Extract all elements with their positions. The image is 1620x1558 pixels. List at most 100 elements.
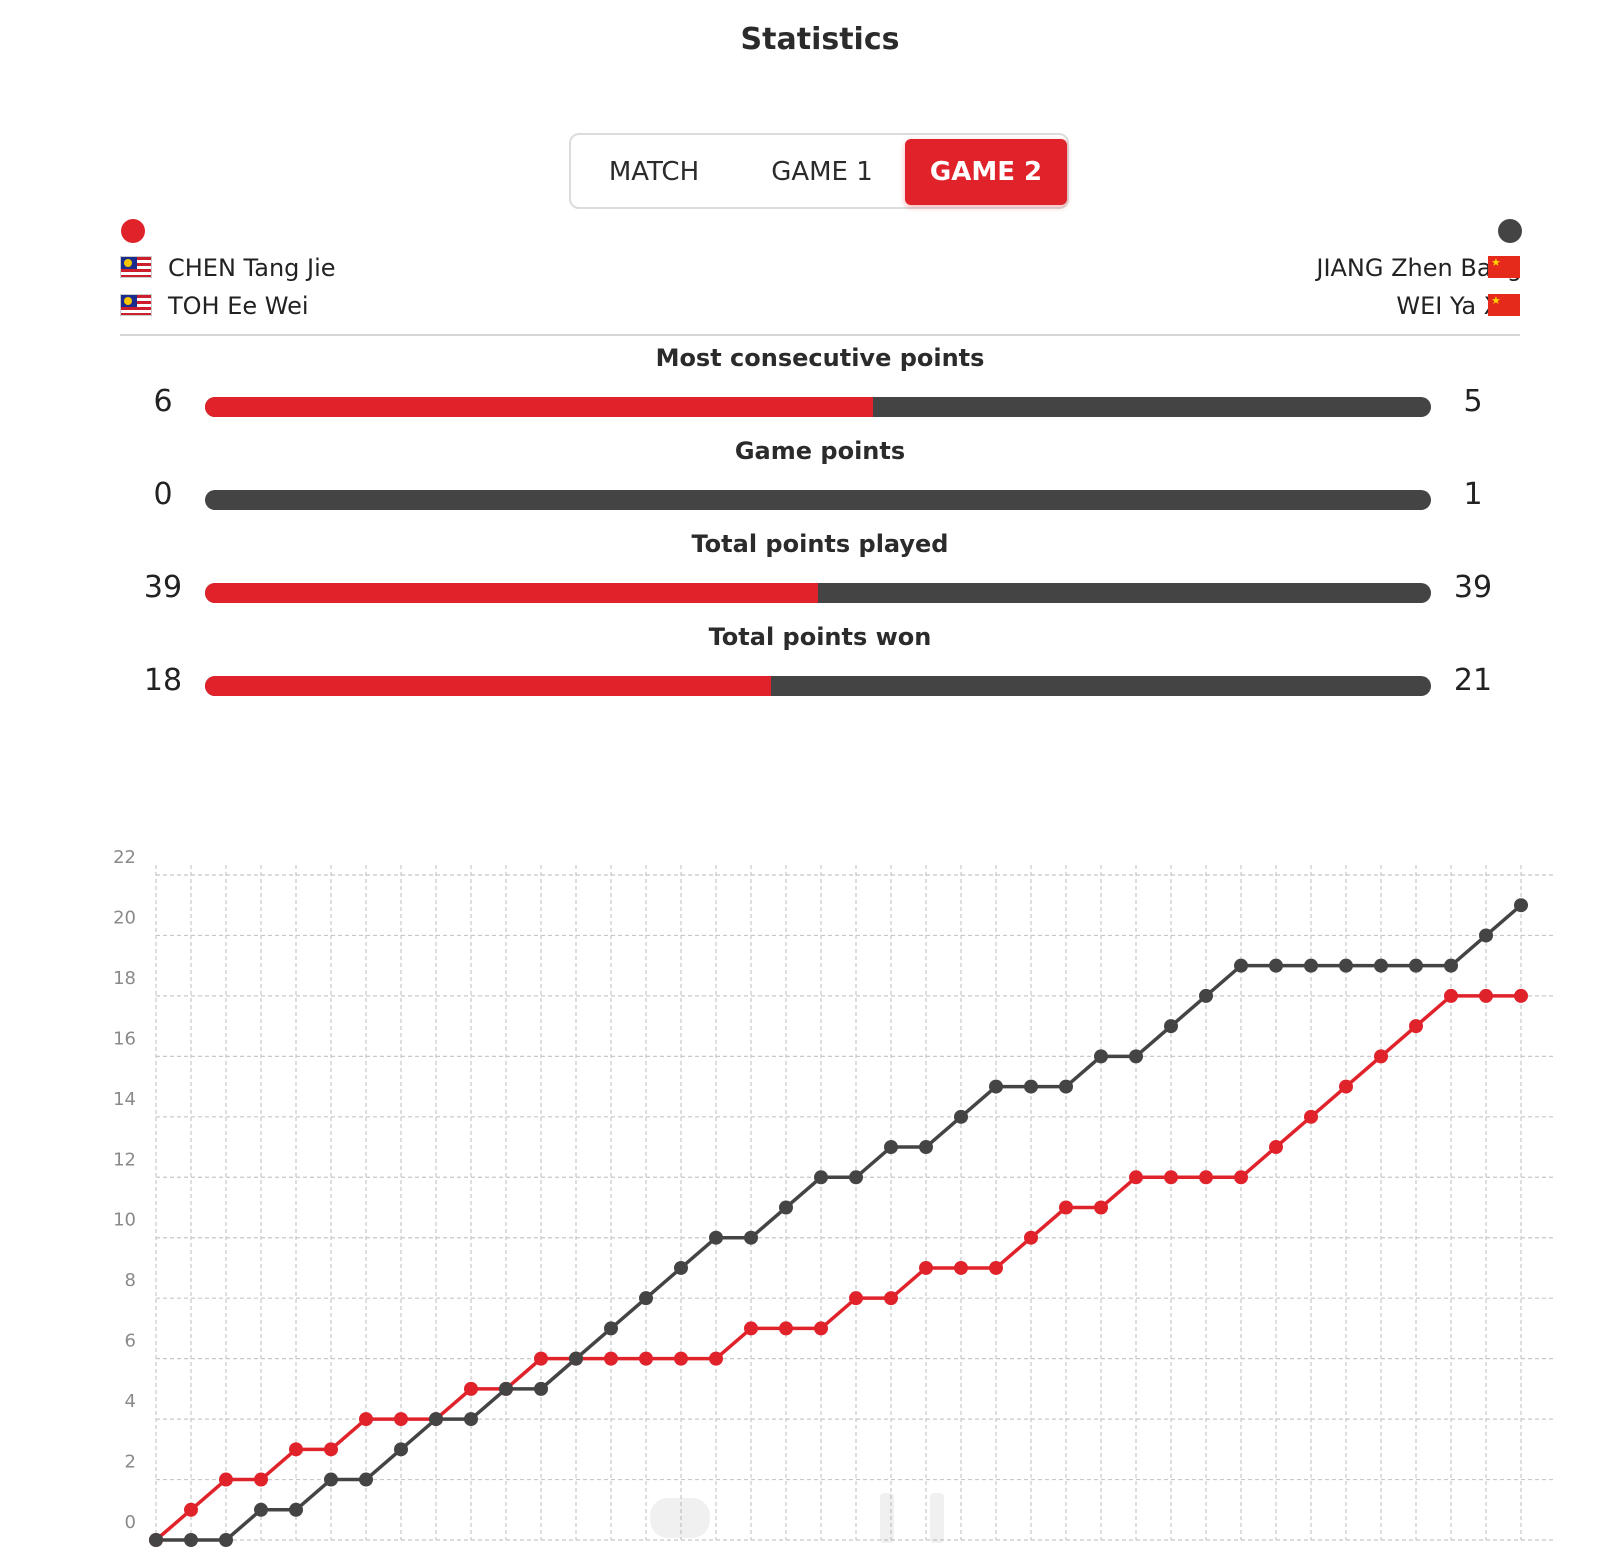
data-point-right <box>499 1381 513 1396</box>
y-tick-label: 4 <box>125 1391 136 1412</box>
data-point-right <box>149 1533 163 1547</box>
data-point-right <box>709 1230 723 1245</box>
stat-right-value: 5 <box>1463 384 1483 419</box>
data-point-left <box>1164 1170 1178 1185</box>
stat-left-value: 0 <box>153 477 173 512</box>
y-tick-label: 18 <box>113 968 136 989</box>
tab-match[interactable]: MATCH <box>608 157 700 187</box>
data-point-right <box>1094 1049 1108 1064</box>
page-title: Statistics <box>740 22 900 57</box>
data-point-left <box>1094 1200 1108 1215</box>
china-flag-icon: ★ <box>1488 294 1520 316</box>
data-point-right <box>604 1321 618 1336</box>
data-point-right <box>849 1170 863 1185</box>
data-point-right <box>1129 1049 1143 1064</box>
data-point-left <box>1374 1049 1388 1064</box>
china-flag-icon: ★ <box>1488 256 1520 278</box>
data-point-left <box>954 1260 968 1275</box>
data-point-right <box>254 1502 268 1517</box>
data-point-left <box>324 1442 338 1457</box>
data-point-left <box>184 1502 198 1517</box>
stat-bar <box>205 397 1431 417</box>
team-right-color-dot <box>1498 219 1522 243</box>
stat-bar <box>205 676 1431 696</box>
data-point-right <box>1269 958 1283 973</box>
data-point-right <box>359 1472 373 1487</box>
y-tick-label: 22 <box>113 847 136 868</box>
data-point-right <box>1164 1019 1178 1034</box>
player-left-2: TOH Ee Wei <box>168 292 309 320</box>
data-point-left <box>674 1351 688 1366</box>
stat-label: Game points <box>734 437 906 465</box>
y-tick-label: 0 <box>125 1512 136 1533</box>
y-tick-label: 14 <box>113 1089 136 1110</box>
player-left-1: CHEN Tang Jie <box>168 254 336 282</box>
data-point-left <box>1444 988 1458 1003</box>
y-tick-label: 6 <box>125 1331 136 1352</box>
data-point-right <box>219 1533 233 1547</box>
data-point-left <box>1514 988 1528 1003</box>
malaysia-flag-icon <box>120 294 152 316</box>
data-point-right <box>989 1079 1003 1094</box>
data-point-left <box>394 1412 408 1427</box>
data-point-right <box>324 1472 338 1487</box>
data-point-right <box>1479 928 1493 943</box>
data-point-left <box>709 1351 723 1366</box>
series-line-right <box>156 903 1523 1542</box>
team-left-color-dot <box>121 219 145 243</box>
stat-left-value: 18 <box>143 663 183 698</box>
data-point-left <box>1409 1019 1423 1034</box>
y-tick-label: 12 <box>113 1149 136 1170</box>
tab-game-1[interactable]: GAME 1 <box>771 157 873 187</box>
data-point-left <box>219 1472 233 1487</box>
header-divider <box>120 334 1520 336</box>
stat-left-value: 39 <box>143 570 183 605</box>
data-point-left <box>779 1321 793 1336</box>
data-point-right <box>569 1351 583 1366</box>
data-point-right <box>744 1230 758 1245</box>
stat-bar <box>205 583 1431 603</box>
stat-right-value: 21 <box>1453 663 1493 698</box>
data-point-right <box>1199 988 1213 1003</box>
malaysia-flag-icon <box>120 256 152 278</box>
data-point-right <box>1444 958 1458 973</box>
data-point-right <box>394 1442 408 1457</box>
data-point-right <box>429 1412 443 1427</box>
stat-left-value: 6 <box>153 384 173 419</box>
data-point-right <box>884 1140 898 1155</box>
data-point-left <box>1339 1079 1353 1094</box>
data-point-right <box>1304 958 1318 973</box>
y-tick-label: 20 <box>113 907 136 928</box>
data-point-left <box>359 1412 373 1427</box>
data-point-right <box>464 1412 478 1427</box>
data-point-left <box>744 1321 758 1336</box>
score-progression-chart: 0 2 4 6 8 10 12 14 16 18 20 22 <box>113 847 1556 1547</box>
data-point-right <box>1374 958 1388 973</box>
data-point-left <box>1304 1109 1318 1124</box>
game-tabs: MATCH GAME 1 GAME 2 <box>569 133 1069 209</box>
data-point-left <box>919 1260 933 1275</box>
tab-game-2[interactable]: GAME 2 <box>905 139 1067 205</box>
data-point-left <box>1269 1140 1283 1155</box>
watermark <box>650 1493 944 1543</box>
data-point-left <box>814 1321 828 1336</box>
data-point-right <box>779 1200 793 1215</box>
y-tick-label: 16 <box>113 1028 136 1049</box>
data-point-right <box>919 1140 933 1155</box>
data-point-left <box>254 1472 268 1487</box>
stat-label: Total points played <box>691 530 949 558</box>
data-point-right <box>184 1533 198 1547</box>
data-point-right <box>534 1381 548 1396</box>
data-point-left <box>639 1351 653 1366</box>
data-point-left <box>534 1351 548 1366</box>
data-point-right <box>1059 1079 1073 1094</box>
data-point-left <box>1199 1170 1213 1185</box>
data-point-right <box>814 1170 828 1185</box>
data-point-right <box>1234 958 1248 973</box>
data-point-left <box>1024 1230 1038 1245</box>
stat-label: Total points won <box>708 623 932 651</box>
stat-bar <box>205 490 1431 510</box>
stat-right-value: 1 <box>1463 477 1483 512</box>
data-point-right <box>1339 958 1353 973</box>
data-point-right <box>639 1291 653 1306</box>
